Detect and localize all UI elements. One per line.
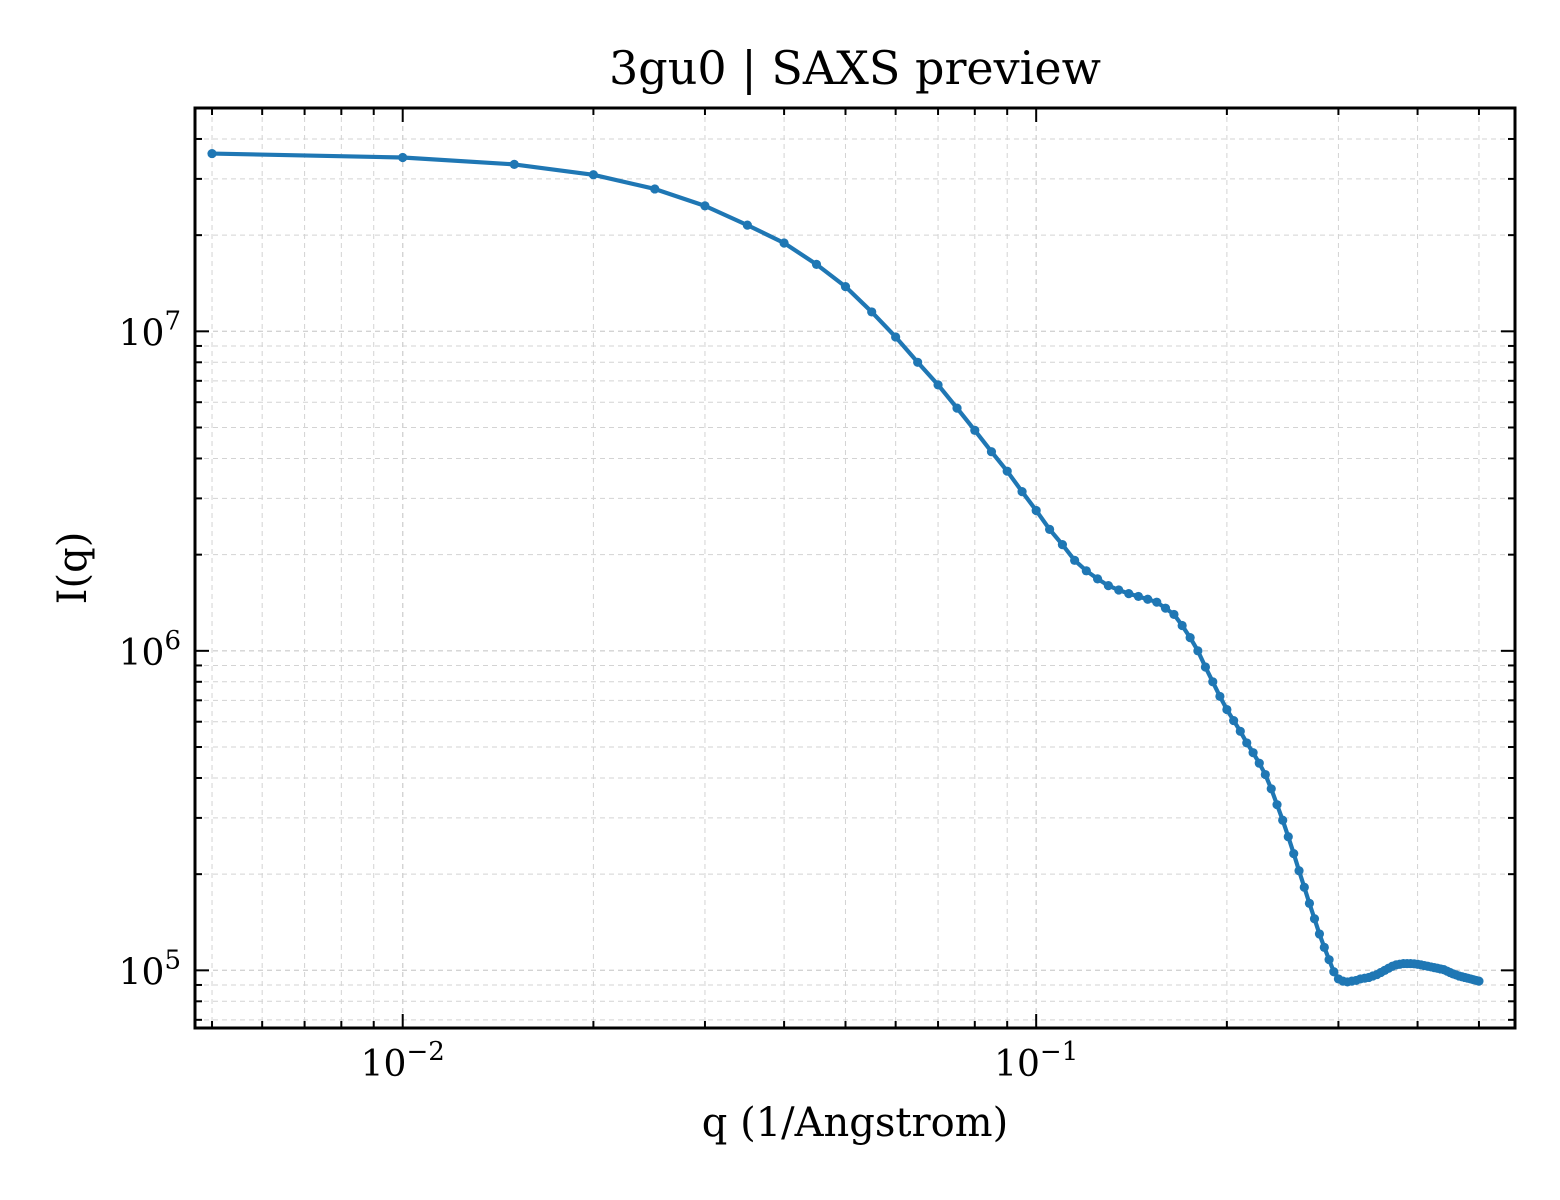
data-point xyxy=(867,307,877,317)
data-point xyxy=(986,447,997,457)
data-point xyxy=(588,170,599,180)
data-point xyxy=(1242,738,1252,748)
data-point xyxy=(1169,609,1179,620)
data-point xyxy=(1260,769,1270,780)
data-point xyxy=(1299,882,1309,892)
y-axis-label: I(q) xyxy=(50,532,96,605)
data-point xyxy=(952,403,962,413)
data-point xyxy=(1278,815,1288,825)
data-point xyxy=(742,220,752,230)
data-point xyxy=(779,238,789,248)
data-point xyxy=(1229,715,1239,726)
x-tick-label: 10−2 xyxy=(361,1037,445,1085)
data-point xyxy=(650,184,660,194)
data-point xyxy=(1103,581,1113,591)
y-tick-label: 105 xyxy=(119,945,181,993)
data-point xyxy=(1289,848,1299,859)
data-point xyxy=(1222,704,1232,715)
data-point xyxy=(1143,594,1153,604)
data-point xyxy=(913,357,923,367)
data-point xyxy=(1309,914,1320,924)
data-point xyxy=(1272,800,1282,810)
data-point xyxy=(1057,540,1068,550)
grid-layer xyxy=(195,107,1515,1028)
data-point xyxy=(933,380,943,390)
data-point xyxy=(1185,633,1195,643)
data-point xyxy=(1266,784,1276,794)
data-point xyxy=(1070,555,1080,565)
data-point xyxy=(1114,585,1124,595)
data-point xyxy=(1133,591,1144,602)
data-point xyxy=(1304,898,1315,909)
data-point xyxy=(398,152,408,163)
data-point xyxy=(1215,691,1225,702)
data-point xyxy=(1124,589,1134,599)
data-point xyxy=(1193,646,1203,656)
data-point xyxy=(1283,832,1293,842)
data-point xyxy=(970,425,980,435)
chart-title: 3gu0 | SAXS preview xyxy=(609,41,1101,95)
data-point xyxy=(1248,748,1258,758)
data-point xyxy=(1319,942,1329,952)
data-point xyxy=(1235,726,1245,736)
data-point xyxy=(1177,620,1187,631)
data-point xyxy=(1208,677,1218,687)
data-point xyxy=(1254,758,1264,768)
data-point xyxy=(1294,866,1304,876)
data-point xyxy=(509,159,519,170)
data-point xyxy=(1017,487,1027,497)
data-point xyxy=(811,259,822,269)
data-point xyxy=(1002,466,1012,476)
data-point xyxy=(1160,603,1171,613)
data-point xyxy=(207,148,217,159)
x-axis-label: q (1/Angstrom) xyxy=(702,1100,1008,1146)
data-point xyxy=(891,332,901,342)
data-point xyxy=(1092,574,1103,584)
data-point xyxy=(1324,955,1334,965)
data-point xyxy=(840,282,851,292)
data-point xyxy=(700,201,710,211)
x-tick-label: 10−1 xyxy=(994,1037,1078,1085)
data-point xyxy=(1474,976,1484,986)
data-point xyxy=(1200,662,1211,672)
plot-frame xyxy=(193,106,1517,1030)
data-point xyxy=(1152,597,1162,607)
data-point xyxy=(1081,566,1091,576)
y-tick-label: 107 xyxy=(119,306,181,354)
data-point xyxy=(1314,929,1325,939)
data-point xyxy=(1031,505,1041,516)
data-point xyxy=(1329,967,1339,977)
y-tick-label: 106 xyxy=(119,626,181,674)
series-layer xyxy=(207,148,1484,987)
data-point xyxy=(1045,524,1055,534)
